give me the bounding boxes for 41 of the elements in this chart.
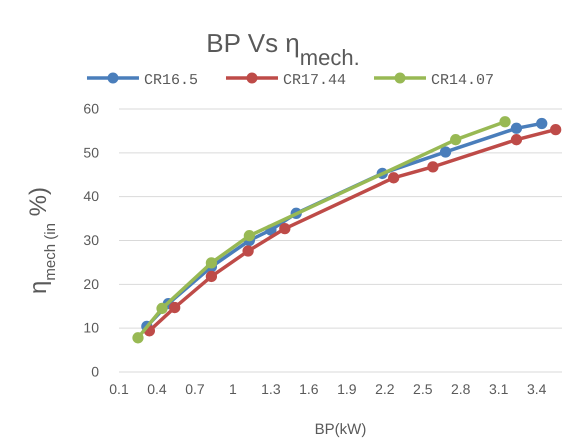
- point: [550, 124, 562, 136]
- point: [510, 134, 522, 146]
- y-tick-label: 10: [83, 320, 100, 336]
- x-tick-label: 1.6: [299, 380, 319, 397]
- legend-label: CR16.5: [144, 72, 198, 89]
- point: [169, 302, 180, 314]
- point: [242, 245, 254, 257]
- x-tick-label: 1: [229, 380, 238, 397]
- legend-label: CR14.07: [431, 72, 494, 89]
- x-tick-label: 0.7: [185, 380, 205, 397]
- x-tick-label: 2.5: [413, 380, 433, 397]
- point: [499, 116, 511, 128]
- x-tick-label: 3.4: [526, 380, 547, 397]
- y-tick-label: 50: [83, 144, 100, 160]
- x-tick-label: 0.1: [109, 380, 129, 397]
- point: [156, 302, 168, 314]
- point: [427, 161, 439, 172]
- y-tick-label: 40: [83, 188, 100, 204]
- legend-label: CR17.44: [282, 72, 346, 89]
- x-tick-label: 0.4: [147, 380, 167, 397]
- x-tick-label: 1.3: [261, 380, 281, 397]
- point: [244, 230, 256, 242]
- point: [450, 134, 462, 146]
- point: [206, 270, 218, 282]
- y-tick-label: 0: [91, 363, 100, 380]
- x-tick-label: 2.8: [451, 380, 471, 397]
- point: [132, 332, 144, 344]
- x-tick-label: 3.1: [488, 380, 509, 397]
- x-tick-label: 1.9: [337, 380, 357, 397]
- chart-title: BP Vs η$_{mech.}$: [206, 28, 360, 70]
- y-tick-label: 20: [83, 276, 100, 292]
- point: [279, 223, 290, 234]
- y-tick-label: 60: [83, 100, 100, 116]
- point: [440, 146, 452, 158]
- point: [206, 257, 218, 268]
- x-tick-label: 2.2: [375, 380, 395, 397]
- x-axis-title: BP(kW): [314, 421, 366, 438]
- point: [388, 172, 400, 184]
- y-tick-label: 30: [83, 232, 100, 248]
- point: [536, 118, 548, 130]
- point: [510, 122, 522, 134]
